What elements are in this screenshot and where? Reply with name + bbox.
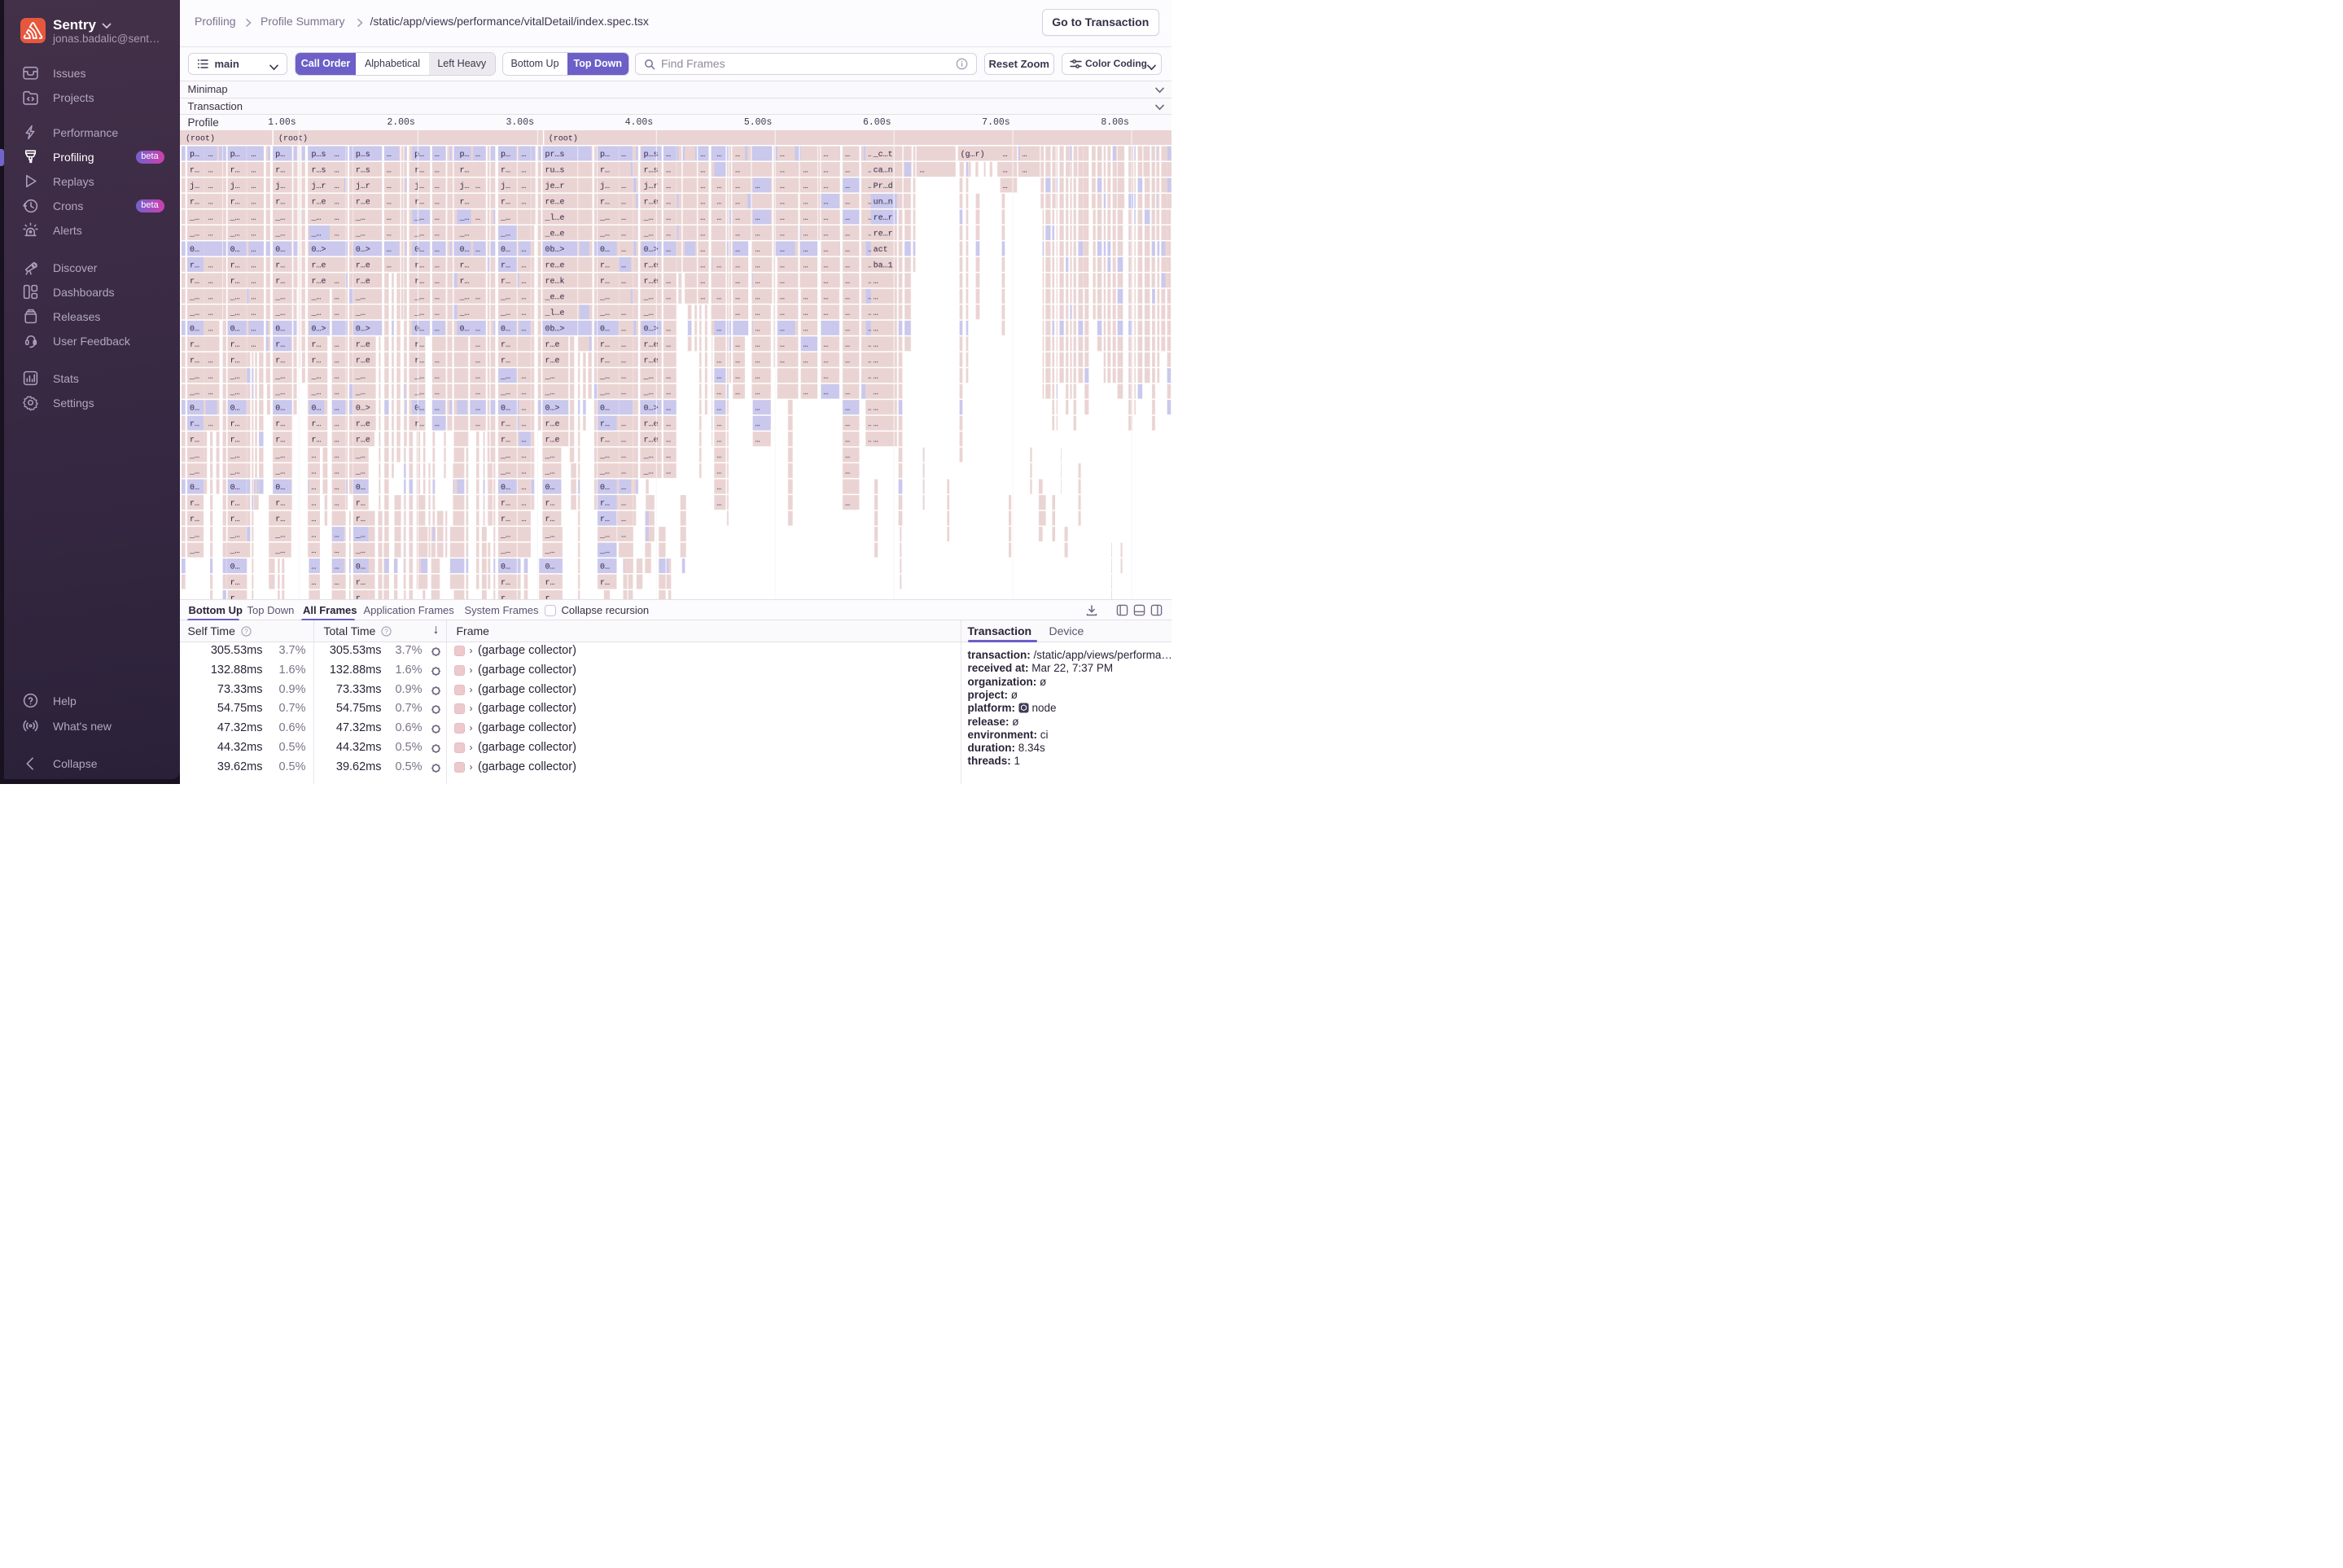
svg-text:?: ? bbox=[384, 627, 388, 635]
svg-text:?: ? bbox=[244, 627, 248, 635]
